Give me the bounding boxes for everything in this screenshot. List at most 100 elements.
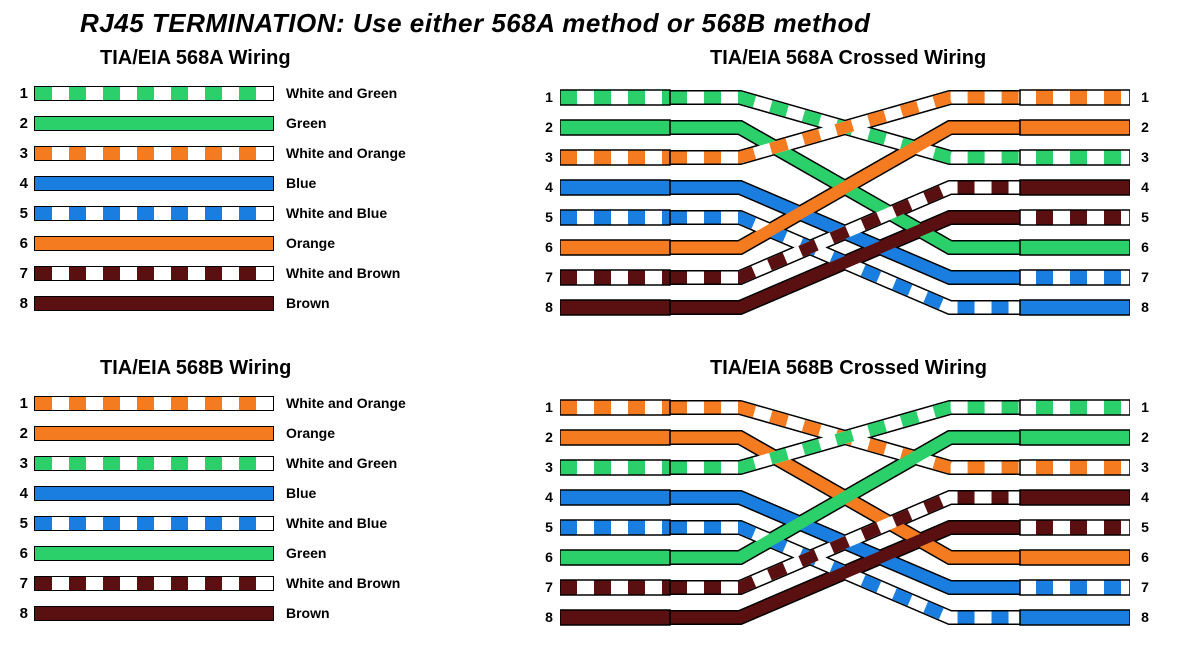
- pin-number: 8: [10, 605, 34, 622]
- wire-label: Blue: [274, 485, 316, 501]
- wire-row: 7White and Brown: [10, 568, 540, 598]
- pin-number: 7: [540, 269, 558, 285]
- cross-diagram: 1234567812345678: [560, 388, 1170, 648]
- cross-svg: [560, 388, 1130, 636]
- wire-row: 7 White and Brown: [10, 258, 540, 288]
- wire-label: Blue: [274, 175, 316, 191]
- wire-color-bar: [34, 456, 274, 471]
- pin-number: 3: [540, 149, 558, 165]
- pin-number: 3: [1136, 149, 1154, 165]
- wire-label: White and Blue: [274, 515, 387, 531]
- pin-number: 1: [1136, 399, 1154, 415]
- pin-number: 8: [1136, 609, 1154, 625]
- wire-row: 5White and Blue: [10, 508, 540, 538]
- pin-number: 7: [540, 579, 558, 595]
- wire-label: White and Green: [274, 85, 397, 101]
- pin-number: 2: [10, 115, 34, 132]
- wire-row: 3White and Orange: [10, 138, 540, 168]
- pin-number: 1: [10, 85, 34, 102]
- pin-number: 3: [10, 145, 34, 162]
- pin-number: 5: [540, 209, 558, 225]
- panel-568b-crossed: TIA/EIA 568B Crossed Wiring 123456781234…: [560, 357, 1200, 657]
- pin-number: 1: [540, 89, 558, 105]
- pin-number: 2: [540, 429, 558, 445]
- wire-color-bar: [34, 486, 274, 501]
- pin-number: 5: [1136, 519, 1154, 535]
- wire-color-bar: [34, 146, 274, 161]
- wire-label: Orange: [274, 235, 335, 251]
- panel-title: TIA/EIA 568A Wiring: [100, 47, 540, 70]
- wire-row: 4 Blue: [10, 478, 540, 508]
- wire-row: 5White and Blue: [10, 198, 540, 228]
- panel-568a-wiring: TIA/EIA 568A Wiring 1 White and Green 2 Gre…: [10, 47, 540, 347]
- diagram-grid: TIA/EIA 568A Wiring 1 White and Green 2 Gre…: [0, 47, 1200, 657]
- pin-number: 1: [540, 399, 558, 415]
- wire-list: 1 White and Orange 2Orange 3 White and Green…: [10, 388, 540, 628]
- pin-number: 2: [1136, 119, 1154, 135]
- pin-number: 6: [10, 545, 34, 562]
- pin-number: 6: [540, 239, 558, 255]
- wire-label: Green: [274, 545, 326, 561]
- pin-number: 7: [10, 265, 34, 282]
- pin-number: 7: [1136, 269, 1154, 285]
- wire-label: White and Brown: [274, 265, 400, 281]
- pin-number: 4: [540, 489, 558, 505]
- pin-number: 2: [540, 119, 558, 135]
- wire-row: 6 Green: [10, 538, 540, 568]
- pin-number: 8: [540, 609, 558, 625]
- wire-row: 4Blue: [10, 168, 540, 198]
- pin-number: 4: [1136, 179, 1154, 195]
- pin-number: 3: [10, 455, 34, 472]
- wire-label: Brown: [274, 605, 330, 621]
- pin-number: 7: [1136, 579, 1154, 595]
- wire-row: 1 White and Green: [10, 78, 540, 108]
- wire-row: 1 White and Orange: [10, 388, 540, 418]
- wire-label: Green: [274, 115, 326, 131]
- wire-list: 1 White and Green 2 Green 3White and Orange4…: [10, 78, 540, 318]
- pin-number: 6: [10, 235, 34, 252]
- wire-label: White and Green: [274, 455, 397, 471]
- panel-568a-crossed: TIA/EIA 568A Crossed Wiring 123456781234…: [560, 47, 1200, 347]
- wire-label: White and Orange: [274, 395, 406, 411]
- wire-color-bar: [34, 236, 274, 251]
- cross-diagram: 1234567812345678: [560, 78, 1170, 338]
- wire-color-bar: [34, 296, 274, 311]
- pin-number: 6: [1136, 239, 1154, 255]
- pin-number: 3: [540, 459, 558, 475]
- wire-color-bar: [34, 606, 274, 621]
- wire-color-bar: [34, 206, 274, 221]
- wire-row: 2Orange: [10, 418, 540, 448]
- wire-label: White and Brown: [274, 575, 400, 591]
- pin-number: 2: [1136, 429, 1154, 445]
- wire-label: Orange: [274, 425, 335, 441]
- wire-color-bar: [34, 176, 274, 191]
- pin-number: 4: [540, 179, 558, 195]
- wire-row: 6 Orange: [10, 228, 540, 258]
- wire-color-bar: [34, 116, 274, 131]
- pin-number: 1: [10, 395, 34, 412]
- pin-number: 6: [1136, 549, 1154, 565]
- wire-color-bar: [34, 516, 274, 531]
- page-title: RJ45 TERMINATION: Use either 568A method…: [0, 0, 1200, 47]
- wire-row: 8Brown: [10, 288, 540, 318]
- pin-number: 5: [540, 519, 558, 535]
- pin-number: 6: [540, 549, 558, 565]
- panel-title: TIA/EIA 568B Crossed Wiring: [710, 357, 1200, 380]
- wire-color-bar: [34, 86, 274, 101]
- wire-row: 2 Green: [10, 108, 540, 138]
- pin-number: 1: [1136, 89, 1154, 105]
- pin-number: 8: [1136, 299, 1154, 315]
- wire-row: 8 Brown: [10, 598, 540, 628]
- wire-color-bar: [34, 396, 274, 411]
- wire-color-bar: [34, 546, 274, 561]
- panel-title: TIA/EIA 568A Crossed Wiring: [710, 47, 1200, 70]
- wire-color-bar: [34, 266, 274, 281]
- pin-number: 3: [1136, 459, 1154, 475]
- wire-color-bar: [34, 426, 274, 441]
- panel-568b-wiring: TIA/EIA 568B Wiring 1White and Orange2Or…: [10, 357, 540, 657]
- pin-number: 5: [1136, 209, 1154, 225]
- pin-number: 8: [540, 299, 558, 315]
- pin-number: 4: [10, 485, 34, 502]
- wire-label: White and Blue: [274, 205, 387, 221]
- wire-row: 3 White and Green: [10, 448, 540, 478]
